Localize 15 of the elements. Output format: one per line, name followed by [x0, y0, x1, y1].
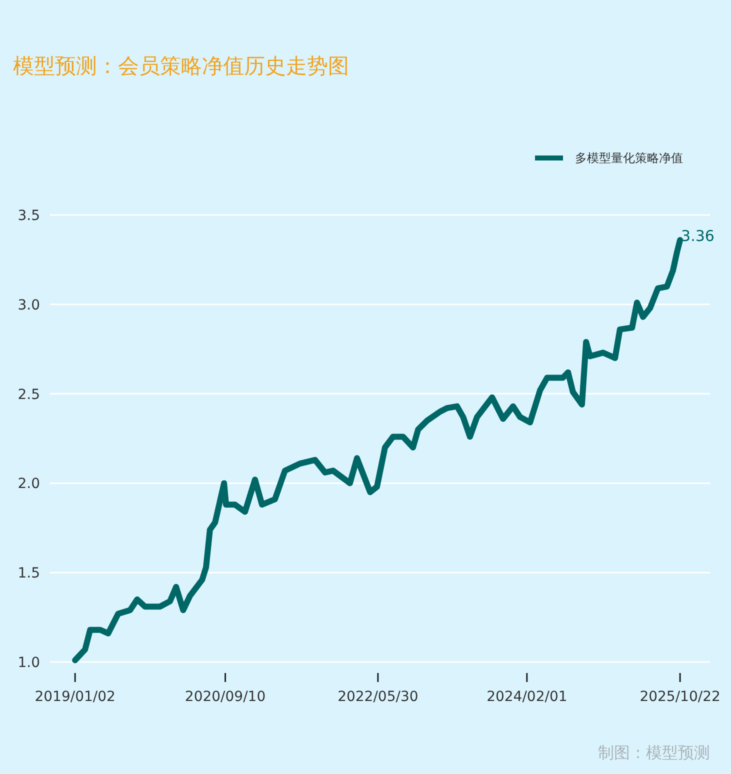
- y-tick-label: 3.5: [18, 208, 40, 224]
- y-tick-label: 3.0: [18, 297, 40, 314]
- x-tick-label: 2019/01/02: [34, 689, 116, 705]
- y-tick-label: 1.0: [18, 655, 40, 671]
- y-tick-label: 2.0: [18, 476, 40, 492]
- annotation: 3.36: [681, 227, 714, 246]
- y-tick-label: 2.5: [18, 386, 40, 403]
- y-tick-label: 1.5: [18, 566, 40, 582]
- text: 制图：模型预测: [598, 743, 710, 762]
- x-tick-label: 2024/02/01: [486, 689, 568, 705]
- x-tick-label: 2025/10/22: [640, 689, 720, 705]
- chart-title: 模型预测：会员策略净值历史走势图: [13, 54, 349, 78]
- legend-label: 多模型量化策略净值: [575, 151, 683, 165]
- x-tick-label: 2022/05/30: [338, 689, 418, 705]
- x-tick-label: 2020/09/10: [184, 689, 266, 705]
